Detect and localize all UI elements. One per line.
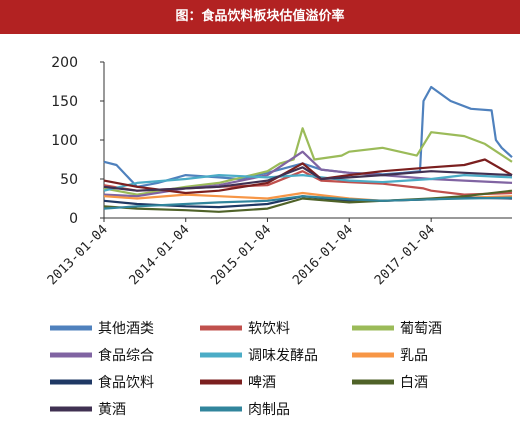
legend-label: 调味发酵品: [248, 348, 318, 364]
legend-label: 其他酒类: [98, 321, 154, 337]
x-tick-label: 2013-01-04: [45, 222, 111, 288]
legend-label: 啤酒: [248, 375, 276, 391]
legend-label: 肉制品: [248, 402, 290, 418]
y-tick-label: 200: [51, 55, 78, 71]
x-tick-label: 2015-01-04: [208, 222, 274, 288]
series-line: [103, 195, 513, 210]
legend-label: 乳品: [400, 348, 428, 364]
x-tick-label: 2017-01-04: [372, 222, 438, 288]
legend-label: 黄酒: [98, 401, 126, 418]
series-line: [103, 127, 513, 196]
series-layer: [103, 85, 513, 213]
series-line: [103, 166, 513, 192]
y-tick-label: 100: [51, 133, 78, 149]
line-chart: 2013-01-04 2014-01-04 2015-01-04 2016-01-04…: [45, 55, 513, 418]
x-axis-ticks: 2013-01-04 2014-01-04 2015-01-04 2016-01-04…: [45, 218, 438, 288]
legend-label: 食品饮料: [98, 374, 154, 391]
legend-label: 白酒: [400, 375, 428, 391]
x-tick-label: 2016-01-04: [290, 222, 356, 288]
legend-label: 食品综合: [98, 347, 154, 364]
chart-title: 图：食品饮料板块估值溢价率: [175, 9, 345, 24]
legend-label: 葡萄酒: [400, 321, 442, 337]
y-tick-label: 0: [69, 211, 78, 227]
title-bar: [0, 0, 520, 34]
series-line: [103, 189, 513, 213]
series-line: [103, 174, 513, 192]
y-axis-ticks: 0 50 100 150 200: [51, 55, 104, 227]
y-tick-label: 50: [60, 172, 78, 188]
y-tick-label: 150: [51, 94, 78, 110]
legend-label: 软饮料: [248, 321, 290, 337]
x-tick-label: 2014-01-04: [127, 222, 193, 288]
